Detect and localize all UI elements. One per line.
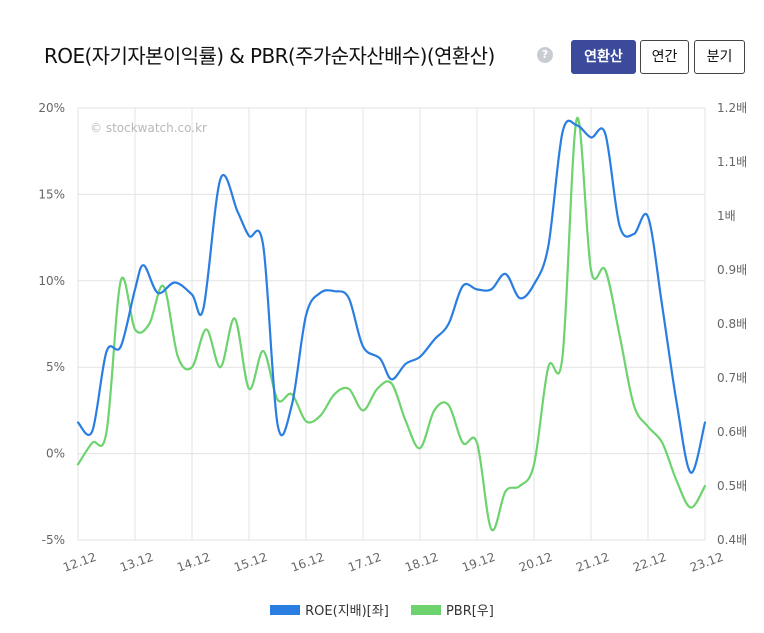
series-layer <box>76 116 707 532</box>
x-tick-label: 14.12 <box>175 550 212 575</box>
watermark-text: © stockwatch.co.kr <box>90 121 207 135</box>
y-left-tick-label: 15% <box>38 187 65 201</box>
y-left-tick-label: 0% <box>46 447 65 461</box>
y-right-tick-label: 1.1배 <box>717 155 747 169</box>
y-left-tick-label: 5% <box>46 360 65 374</box>
x-tick-label: 22.12 <box>631 550 668 575</box>
legend-item-pbr[interactable]: PBR[우] <box>410 600 494 619</box>
x-tick-label: 16.12 <box>289 550 326 575</box>
help-icon[interactable]: ? <box>537 47 553 63</box>
series-line-roe[interactable] <box>76 119 707 474</box>
y-right-tick-label: 1.2배 <box>717 101 747 115</box>
legend-swatch-roe <box>270 604 301 615</box>
legend-item-roe[interactable]: ROE(지배)[좌] <box>270 600 389 619</box>
x-tick-label: 17.12 <box>346 550 383 575</box>
y-right-tick-label: 0.6배 <box>717 425 747 439</box>
y-right-tick-label: 1배 <box>717 209 736 223</box>
axis-layer: -5% 0% 5% 10% 15% 20% 0.4배 0.5배 0.6배 0.7배 0.8배 0.9배… <box>38 101 747 575</box>
y-right-tick-label: 0.8배 <box>717 317 747 331</box>
legend-swatch-pbr <box>410 604 441 615</box>
y-left-tick-label: 20% <box>38 101 65 115</box>
y-right-tick-label: 0.4배 <box>717 533 747 547</box>
x-tick-label: 13.12 <box>118 550 155 575</box>
chart-title: ROE(자기자본이익률) & PBR(주가순자산배수)(연환산) <box>44 44 495 68</box>
y-left-tick-label: -5% <box>42 533 65 547</box>
x-tick-label: 20.12 <box>517 550 554 575</box>
y-right-tick-label: 0.5배 <box>717 479 747 493</box>
x-tick-label: 18.12 <box>403 550 440 575</box>
x-tick-label: 19.12 <box>460 550 497 575</box>
roe-pbr-line-chart: © stockwatch.co.kr -5% 0% 5% 10% 15% 20% 0.4배 0… <box>38 101 747 575</box>
series-line-pbr[interactable] <box>76 116 707 532</box>
annual-button[interactable]: 연간 <box>640 40 689 74</box>
legend-label-roe: ROE(지배)[좌] <box>305 604 389 619</box>
y-left-tick-label: 10% <box>38 274 65 288</box>
legend-label-pbr: PBR[우] <box>445 604 494 619</box>
x-tick-label: 12.12 <box>61 550 98 575</box>
x-tick-label: 21.12 <box>574 550 611 575</box>
x-tick-label: 15.12 <box>232 550 269 575</box>
y-right-tick-label: 0.9배 <box>717 263 747 277</box>
y-right-tick-label: 0.7배 <box>717 371 747 385</box>
legend: ROE(지배)[좌] PBR[우] <box>0 600 764 619</box>
annualized-button[interactable]: 연환산 <box>571 40 636 74</box>
quarterly-button[interactable]: 분기 <box>694 40 745 74</box>
x-tick-label: 23.12 <box>688 550 725 575</box>
